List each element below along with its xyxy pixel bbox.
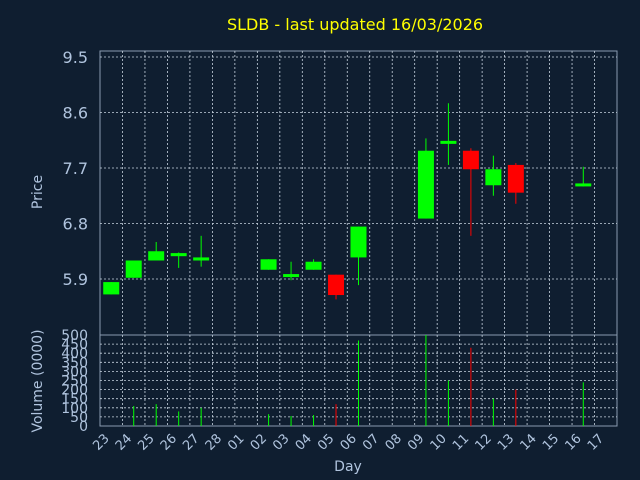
candle-body: [462, 150, 479, 170]
volume-tick-label: 450: [61, 337, 88, 353]
volume-tick-label: 250: [61, 374, 88, 390]
price-tick-label: 9.5: [63, 48, 88, 67]
x-tick-label: 11: [450, 431, 472, 453]
volume-tick-label: 100: [61, 401, 88, 417]
volume-tick-label: 200: [61, 383, 88, 399]
x-tick-label: 10: [428, 431, 450, 453]
candle-body: [485, 169, 502, 186]
volume-tick-label: 500: [61, 328, 88, 344]
candle-body: [148, 251, 165, 261]
volume-tick-label: 150: [61, 392, 88, 408]
price-tick-label: 8.6: [63, 104, 88, 123]
candle-body: [350, 226, 367, 258]
price-axis-label: Price: [30, 175, 46, 209]
candle-body: [125, 260, 142, 278]
x-tick-label: 05: [315, 431, 337, 453]
x-tick-label: 23: [90, 431, 112, 453]
x-tick-label: 01: [225, 431, 247, 453]
price-tick-label: 7.7: [63, 159, 88, 178]
x-tick-label: 14: [517, 431, 539, 453]
price-plot-frame: [99, 50, 618, 336]
x-tick-label: 15: [540, 431, 562, 453]
x-tick-label: 09: [405, 431, 427, 453]
price-panel: 9.5 8.6 7.7 6.8 5.9: [63, 48, 618, 336]
x-tick-label: 26: [158, 431, 180, 453]
x-tick-label: 16: [562, 431, 584, 453]
x-tick-label: 02: [248, 431, 270, 453]
candle-body: [507, 164, 524, 193]
volume-axis-label: Volume (0000): [30, 329, 46, 432]
x-tick-label: 28: [203, 431, 225, 453]
candle-body: [328, 274, 345, 296]
x-tick-label: 17: [585, 431, 607, 453]
volume-tick-label: 0: [79, 419, 88, 435]
candle-body: [305, 261, 322, 270]
volume-tick-label: 300: [61, 364, 88, 380]
price-tick-label: 6.8: [63, 215, 88, 234]
x-tick-label: 07: [360, 431, 382, 453]
candle-body: [193, 257, 210, 261]
candle-body: [103, 282, 120, 295]
x-tick-label: 27: [180, 431, 202, 453]
x-tick-label: 12: [473, 431, 495, 453]
candle-body: [260, 259, 277, 270]
x-tick-label: 03: [270, 431, 292, 453]
candle-body: [283, 274, 300, 278]
x-tick-label: 08: [383, 431, 405, 453]
candle-body: [440, 140, 457, 144]
chart-title: SLDB - last updated 16/03/2026: [227, 15, 483, 34]
x-tick-label: 06: [338, 431, 360, 453]
x-tick-label: 25: [135, 431, 157, 453]
volume-tick-label: 50: [70, 410, 88, 426]
volume-tick-label: 350: [61, 355, 88, 371]
volume-tick-label: 400: [61, 346, 88, 362]
price-tick-label: 5.9: [63, 270, 88, 289]
candle-body: [575, 183, 592, 187]
x-tick-label: 13: [495, 431, 517, 453]
x-tick-label: 24: [113, 431, 135, 453]
x-tick-label: 04: [293, 431, 315, 453]
x-axis: 23 24 25 26 27 28 01 02 03 04 05 06 07 08 09 10 11 12 13 14…: [90, 431, 607, 453]
candle-body: [170, 253, 187, 257]
candle-body: [417, 150, 434, 219]
x-axis-label: Day: [334, 459, 362, 475]
